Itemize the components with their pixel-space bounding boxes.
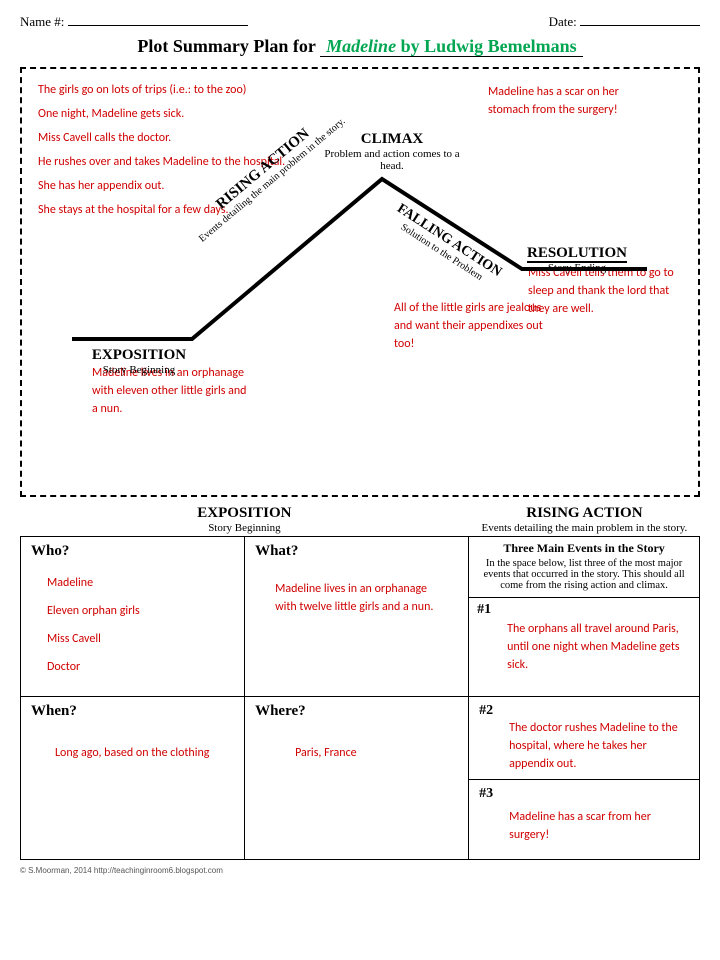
what-cell: What? Madeline lives in an orphanage wit… [245, 537, 469, 697]
who-cell: Who? Madeline Eleven orphan girls Miss C… [21, 537, 245, 697]
section-headers: EXPOSITION Story Beginning RISING ACTION… [20, 505, 700, 534]
climax-label: CLIMAX Problem and action comes to a hea… [322, 131, 462, 172]
plot-diagram-box: The girls go on lots of trips (i.e.: to … [20, 67, 700, 497]
date-field: Date: [549, 12, 700, 30]
event-3-cell: #3 Madeline has a scar from her surgery! [469, 780, 700, 860]
resolution-label: RESOLUTION Story Ending [512, 245, 642, 274]
exposition-section-title: EXPOSITION [20, 505, 469, 522]
where-cell: Where? Paris, France [245, 697, 469, 860]
exposition-label: EXPOSITION Story Beginning [74, 347, 204, 376]
rising-section-title: RISING ACTION [469, 505, 700, 522]
events-header-cell: Three Main Events in the Story In the sp… [469, 537, 700, 697]
worksheet-header: Name #: Date: [20, 12, 700, 30]
when-cell: When? Long ago, based on the clothing [21, 697, 245, 860]
name-field: Name #: [20, 12, 248, 30]
page-title: Plot Summary Plan for Madeline by Ludwig… [20, 36, 700, 57]
event-2-cell: #2 The doctor rushes Madeline to the hos… [469, 697, 700, 780]
footer-credit: © S.Moorman, 2014 http://teachinginroom6… [20, 866, 700, 875]
worksheet-grid: Who? Madeline Eleven orphan girls Miss C… [20, 536, 700, 860]
